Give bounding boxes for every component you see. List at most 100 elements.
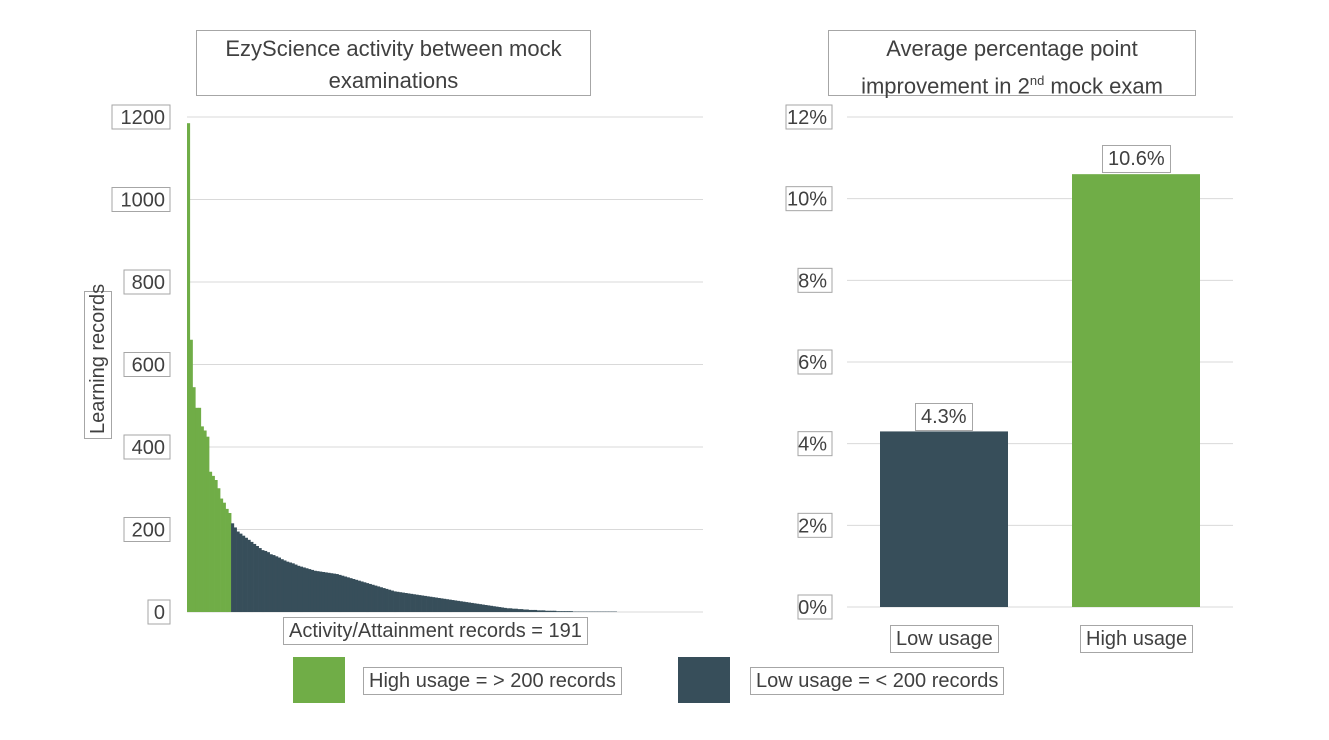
high-usage-bar (200, 426, 204, 613)
low-usage-bar (421, 595, 425, 612)
low-usage-bar (451, 600, 455, 612)
right-y-tick-label: 8% (797, 267, 833, 293)
low-usage-bar (415, 594, 419, 612)
low-usage-bar (404, 593, 408, 612)
low-usage-bar (484, 604, 488, 612)
low-usage-bar (327, 572, 331, 612)
low-usage-bar (316, 571, 320, 612)
right-chart-title: Average percentage point improvement in … (828, 30, 1196, 99)
low-usage-bar (255, 546, 259, 612)
right-y-tick-label: 10% (785, 186, 833, 212)
high-usage-bar (195, 407, 199, 612)
low-usage-bar (542, 610, 546, 612)
low-usage-bar (528, 609, 532, 612)
low-usage-bar (506, 608, 510, 612)
left-y-tick-label: 200 (123, 517, 171, 542)
low-usage-bar (462, 601, 466, 612)
low-usage-bar (467, 602, 472, 612)
right-y-tick-label: 2% (797, 512, 833, 538)
low-usage-bar (556, 611, 560, 612)
low-usage-bar (385, 588, 389, 612)
low-usage-bar (401, 592, 405, 612)
low-usage-bar (418, 595, 422, 612)
low-usage-bar (426, 596, 430, 612)
high-usage-bar (214, 480, 218, 612)
low-usage-bar (231, 523, 235, 612)
svg-text:0: 0 (154, 602, 165, 624)
svg-text:200: 200 (132, 520, 165, 542)
svg-text:6%: 6% (798, 352, 827, 374)
low-usage-bar (561, 611, 565, 612)
low-usage-bar (390, 590, 394, 612)
low-usage-bar (354, 579, 359, 612)
low-usage-bar (346, 577, 350, 612)
low-usage-bar (291, 563, 295, 612)
low-usage-bar (283, 560, 287, 612)
low-usage-bar (500, 607, 505, 612)
high-usage-bar (192, 387, 196, 612)
low-usage-bar (534, 609, 538, 612)
low-usage-bar (478, 604, 483, 612)
high-usage-bar (220, 498, 224, 612)
low-usage-bar (564, 611, 568, 612)
low-usage-bar (374, 585, 378, 612)
low-usage-bar (476, 603, 480, 612)
low-usage-bar (520, 609, 524, 612)
low-usage-bar (465, 602, 469, 612)
low-usage-bar (407, 593, 411, 612)
low-usage-bar (264, 550, 268, 612)
low-usage-bar (539, 610, 543, 612)
low-usage-bar (310, 569, 315, 612)
low-usage-bar (338, 574, 342, 613)
low-usage-bar (280, 559, 284, 612)
right-y-tick-label: 6% (797, 349, 833, 375)
category-label-high: High usage (1080, 625, 1194, 653)
svg-text:10%: 10% (787, 189, 827, 211)
low-usage-bar (399, 592, 403, 612)
left-y-axis-label: Learning records (84, 284, 112, 439)
right-title-line2-post: mock exam (1044, 73, 1163, 99)
low-usage-bar (393, 591, 397, 613)
low-usage-bar (313, 570, 317, 612)
low-usage-bar (294, 564, 298, 612)
low-usage-bar (487, 605, 491, 612)
low-usage-bar (253, 543, 257, 612)
low-usage-bar (569, 611, 573, 612)
low-usage-bar (244, 537, 248, 612)
low-usage-bar (382, 588, 386, 612)
low-usage-bar (242, 535, 246, 612)
low-usage-bar (454, 600, 458, 612)
low-usage-bar (261, 550, 265, 613)
right-title-line2-pre: improvement in 2 (861, 73, 1030, 99)
low-usage-bar (481, 604, 485, 612)
low-usage-bar (495, 606, 499, 612)
low-usage-bar (388, 589, 392, 612)
left-title-line1: EzyScience activity between mock (225, 36, 562, 61)
low-usage-bar (319, 571, 323, 612)
low-usage-bar (288, 562, 292, 612)
low-usage-bar (440, 598, 444, 612)
svg-text:8%: 8% (798, 270, 827, 292)
low-usage-bar (525, 609, 529, 612)
low-usage-bar (456, 600, 460, 612)
low-usage-bar (250, 541, 254, 613)
low-usage-bar (489, 605, 494, 612)
low-usage-bar (429, 596, 433, 612)
svg-text:800: 800 (132, 272, 165, 294)
low-usage-bar (536, 610, 540, 612)
low-usage-bar (258, 548, 262, 612)
low-usage-bar (567, 611, 571, 612)
left-y-tick-label: 1000 (111, 187, 171, 212)
high-usage-bar (225, 508, 229, 613)
legend-low-label: Low usage = < 200 records (750, 667, 1005, 695)
low-usage-bar (352, 579, 356, 612)
low-usage-bar (286, 561, 290, 612)
low-usage-bar (522, 609, 527, 612)
category-label-low: Low usage (890, 625, 999, 653)
right-title-line2-sup: nd (1029, 73, 1045, 88)
left-chart-title: EzyScience activity between mock examina… (196, 30, 591, 96)
low-usage-bar (423, 595, 427, 612)
low-usage-bar (368, 583, 372, 612)
left-title-line2: examinations (328, 68, 459, 93)
